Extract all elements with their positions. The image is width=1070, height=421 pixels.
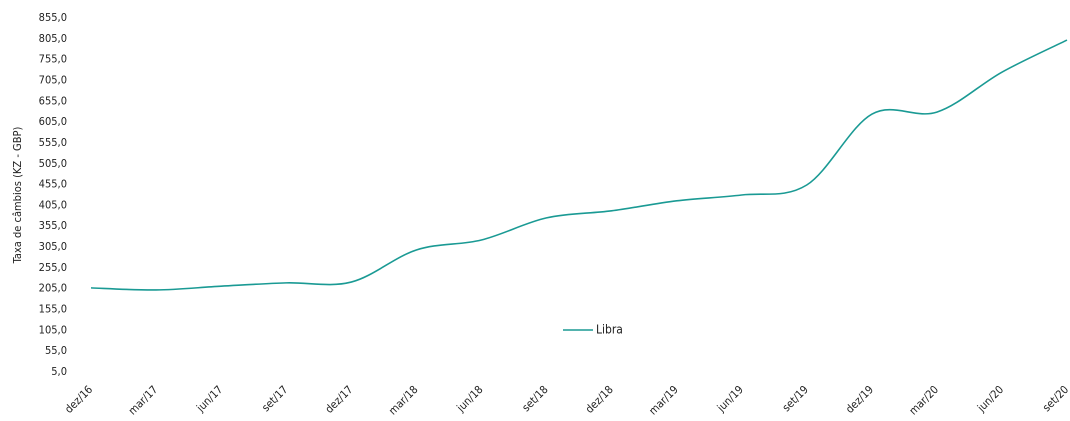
y-tick-label: 655,0 bbox=[39, 94, 67, 107]
x-tick-label: set/19 bbox=[780, 383, 811, 414]
x-tick-label: jun/20 bbox=[974, 383, 1006, 415]
x-tick-label: jun/18 bbox=[454, 383, 486, 415]
y-tick-label: 405,0 bbox=[39, 198, 67, 211]
x-tick-label: dez/16 bbox=[62, 383, 95, 416]
y-tick-label: 555,0 bbox=[39, 136, 67, 149]
x-tick-label: mar/18 bbox=[386, 383, 420, 417]
y-tick-label: 855,0 bbox=[39, 11, 67, 24]
x-tick-label: jun/17 bbox=[193, 383, 225, 415]
line bbox=[90, 39, 1068, 291]
y-axis-label: Taxa de câmbios (KZ - GBP) bbox=[11, 127, 24, 265]
y-tick-label: 455,0 bbox=[39, 178, 67, 191]
y-tick-label: 205,0 bbox=[39, 282, 67, 295]
y-tick-label: 5,0 bbox=[51, 365, 67, 378]
y-tick-label: 505,0 bbox=[39, 157, 67, 170]
x-tick-label: set/18 bbox=[520, 383, 551, 414]
y-tick-label: 605,0 bbox=[39, 115, 67, 128]
y-tick-label: 55,0 bbox=[45, 344, 67, 357]
y-tick-label: 305,0 bbox=[39, 240, 67, 253]
y-tick-label: 705,0 bbox=[39, 73, 67, 86]
x-tick-label: dez/19 bbox=[843, 383, 876, 416]
x-tick-label: dez/18 bbox=[583, 383, 616, 416]
x-tick-label: mar/19 bbox=[646, 383, 680, 417]
y-tick-label: 805,0 bbox=[39, 32, 67, 45]
x-tick-label: mar/17 bbox=[126, 383, 160, 417]
legend-label: Libra bbox=[596, 323, 623, 337]
y-tick-label: 355,0 bbox=[39, 219, 67, 232]
y-tick-label: 255,0 bbox=[39, 261, 67, 274]
y-tick-label: 105,0 bbox=[39, 323, 67, 336]
x-tick-label: dez/17 bbox=[323, 383, 356, 416]
x-tick-label: set/20 bbox=[1040, 383, 1070, 414]
y-tick-label: 155,0 bbox=[39, 303, 67, 316]
y-tick-label: 755,0 bbox=[39, 53, 67, 66]
x-tick-label: set/17 bbox=[259, 383, 290, 414]
x-tick-label: jun/19 bbox=[714, 383, 746, 415]
x-tick-label: mar/20 bbox=[907, 383, 941, 417]
